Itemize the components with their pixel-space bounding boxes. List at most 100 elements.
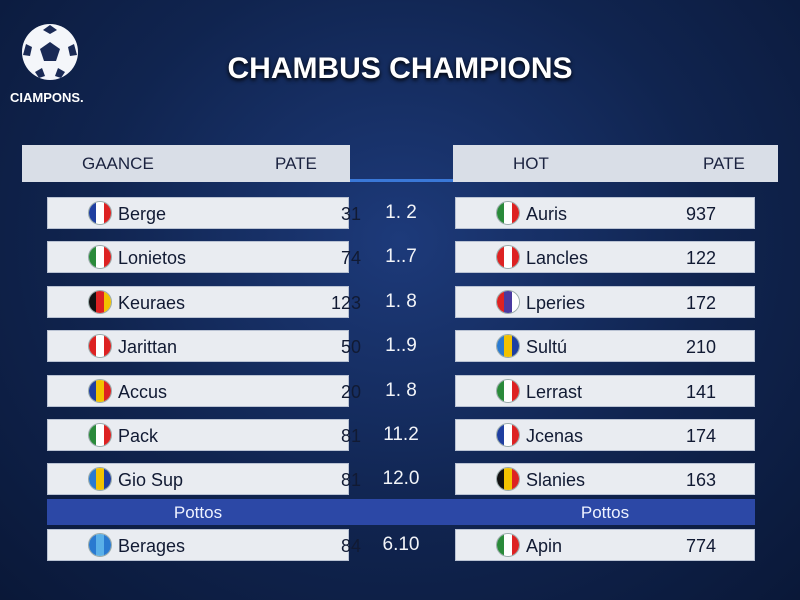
team-value: 20 bbox=[340, 381, 361, 402]
column-header: HOT bbox=[513, 154, 549, 173]
flag-stripe bbox=[89, 335, 97, 358]
flag-stripe bbox=[103, 468, 111, 491]
column-header: PATE bbox=[703, 154, 745, 173]
team-value: 81 bbox=[340, 426, 361, 446]
flag-icon bbox=[496, 201, 520, 225]
team-value: 31 bbox=[340, 204, 361, 224]
flag-stripe bbox=[96, 335, 104, 358]
middle-value: 1..7 bbox=[385, 246, 417, 268]
flag-icon bbox=[88, 334, 112, 359]
team-name: Apin bbox=[526, 536, 563, 556]
section-label: Pottos bbox=[173, 503, 223, 522]
team-name: Slanies bbox=[526, 470, 586, 491]
flag-stripe bbox=[511, 424, 519, 446]
table-row: Jcenas 174 bbox=[455, 419, 755, 451]
table-row: Pack 81 bbox=[47, 419, 361, 451]
flag-icon bbox=[88, 289, 112, 314]
flag-stripe bbox=[103, 335, 111, 358]
table-row: Slanies 163 bbox=[455, 463, 755, 496]
middle-value: 1. 8 bbox=[385, 290, 417, 312]
team-name: Lonietos bbox=[118, 248, 187, 269]
team-name: Auris bbox=[526, 204, 568, 224]
flag-stripe bbox=[89, 534, 97, 556]
middle-value: 12.0 bbox=[382, 468, 420, 490]
flag-stripe bbox=[89, 246, 97, 269]
table-row: Gio Sup 81 bbox=[47, 463, 361, 496]
table-row: Berages 84 bbox=[47, 529, 361, 561]
table-row: Jarittan 50 bbox=[47, 330, 361, 363]
flag-stripe bbox=[89, 424, 97, 446]
middle-value: 1. 2 bbox=[385, 202, 417, 223]
flag-stripe bbox=[497, 246, 505, 269]
team-value: 172 bbox=[685, 292, 716, 313]
flag-stripe bbox=[96, 202, 104, 224]
table-row: Lperies 172 bbox=[455, 285, 755, 318]
flag-stripe bbox=[497, 379, 505, 402]
team-value: 50 bbox=[340, 337, 361, 358]
team-value: 937 bbox=[685, 204, 716, 224]
flag-stripe bbox=[96, 290, 104, 313]
flag-stripe bbox=[504, 335, 512, 358]
flag-stripe bbox=[511, 468, 519, 491]
flag-icon bbox=[496, 289, 520, 314]
middle-value: 1. 8 bbox=[385, 379, 417, 401]
flag-stripe bbox=[504, 424, 512, 446]
flag-stripe bbox=[103, 424, 111, 446]
table-row: Keuraes 123 bbox=[47, 285, 361, 318]
middle-value: 1..9 bbox=[385, 335, 417, 357]
column-header: PATE bbox=[275, 154, 317, 173]
team-value: 174 bbox=[685, 426, 716, 446]
divider bbox=[350, 179, 453, 182]
flag-stripe bbox=[511, 246, 519, 269]
flag-stripe bbox=[504, 379, 512, 402]
flag-stripe bbox=[497, 534, 505, 556]
flag-stripe bbox=[511, 335, 519, 358]
table-header: GAANCE PATE bbox=[22, 145, 350, 182]
team-name: Jarittan bbox=[118, 337, 178, 358]
flag-icon bbox=[496, 423, 520, 447]
table-row: Apin 774 bbox=[455, 529, 755, 561]
flag-stripe bbox=[497, 424, 505, 446]
flag-stripe bbox=[89, 202, 97, 224]
flag-stripe bbox=[504, 290, 512, 313]
flag-stripe bbox=[89, 379, 97, 402]
title: CHAMBUS CHAMPIONS bbox=[227, 52, 573, 85]
team-name: Jcenas bbox=[526, 426, 584, 446]
team-name: Gio Sup bbox=[118, 470, 184, 491]
column-header: GAANCE bbox=[82, 154, 154, 173]
flag-stripe bbox=[103, 534, 111, 556]
flag-stripe bbox=[96, 246, 104, 269]
flag-icon bbox=[496, 467, 520, 492]
flag-stripe bbox=[103, 202, 111, 224]
section-label: Pottos bbox=[580, 503, 630, 522]
team-value: 774 bbox=[685, 536, 716, 556]
section-bar bbox=[47, 499, 755, 525]
team-name: Berages bbox=[118, 536, 186, 556]
flag-stripe bbox=[89, 468, 97, 491]
flag-icon bbox=[88, 245, 112, 270]
flag-stripe bbox=[89, 290, 97, 313]
table-row: Accus 20 bbox=[47, 374, 361, 407]
team-name: Keuraes bbox=[118, 292, 186, 313]
flag-icon bbox=[88, 423, 112, 447]
logo-text: CIAMPONS. bbox=[10, 90, 84, 105]
flag-stripe bbox=[511, 379, 519, 402]
flag-stripe bbox=[103, 379, 111, 402]
table-row: Berge 31 bbox=[47, 197, 361, 229]
flag-stripe bbox=[504, 202, 512, 224]
flag-icon bbox=[496, 245, 520, 270]
team-name: Lerrast bbox=[526, 381, 583, 402]
logo-ball bbox=[22, 24, 78, 80]
table-row: Lerrast 141 bbox=[455, 374, 755, 407]
table-header: HOT PATE bbox=[453, 145, 778, 182]
middle-value: 11.2 bbox=[383, 424, 419, 445]
table-row: Lancles 122 bbox=[455, 241, 755, 274]
flag-stripe bbox=[96, 379, 104, 402]
flag-icon bbox=[88, 467, 112, 492]
team-value: 210 bbox=[685, 337, 716, 358]
team-name: Sultú bbox=[526, 337, 568, 358]
team-value: 163 bbox=[685, 470, 716, 491]
team-name: Pack bbox=[118, 426, 159, 446]
team-value: 141 bbox=[685, 381, 716, 402]
flag-stripe bbox=[511, 534, 519, 556]
